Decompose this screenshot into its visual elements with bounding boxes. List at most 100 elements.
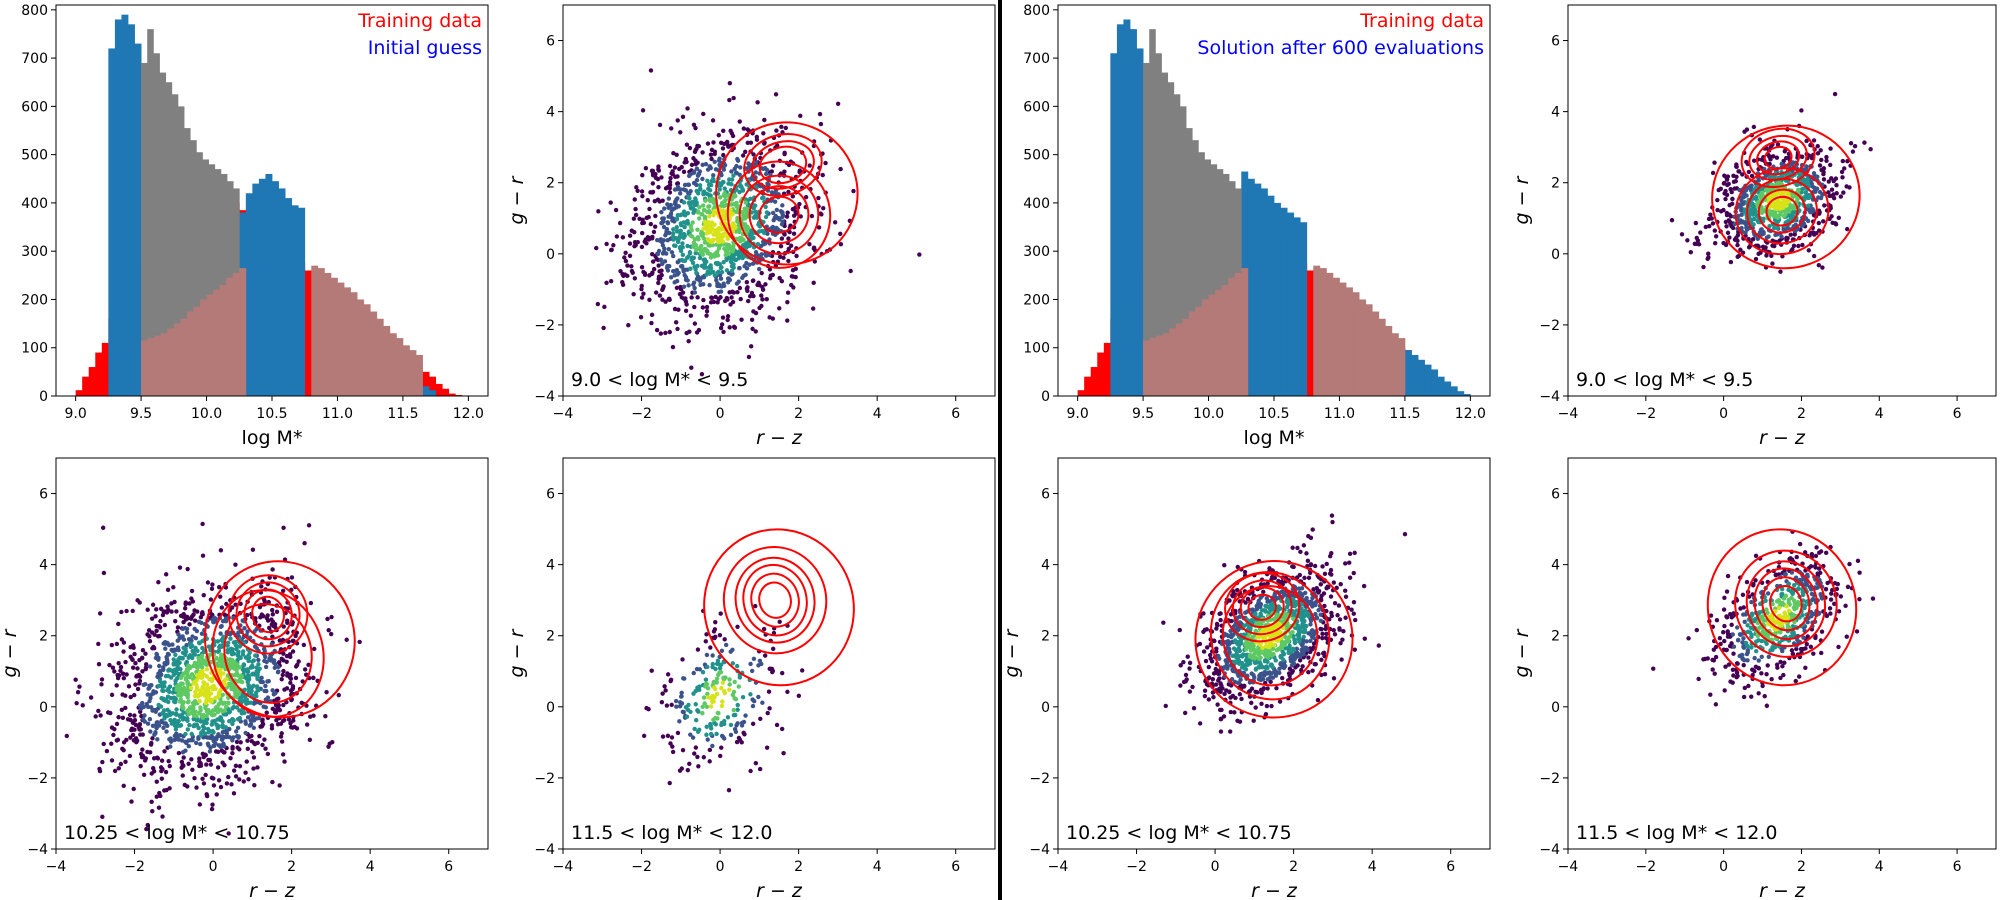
scatter-point	[161, 688, 166, 694]
scatter-point	[1838, 194, 1844, 199]
scatter-point	[663, 688, 668, 693]
contour-line	[758, 581, 792, 619]
scatter-point	[774, 207, 780, 213]
scatter-point	[678, 130, 683, 135]
y-axis-label: g − r	[1511, 175, 1533, 224]
y-tick-label: 500	[1023, 148, 1050, 164]
scatter-point	[109, 642, 115, 648]
scatter-point	[1298, 549, 1303, 555]
scatter-point	[786, 189, 791, 195]
scatter-point	[727, 97, 732, 103]
scatter-point	[1243, 600, 1248, 605]
scatter-point	[796, 693, 802, 698]
brown-bar	[396, 338, 404, 396]
scatter-point	[749, 290, 755, 296]
scatter-point	[679, 164, 684, 170]
scatter-point	[189, 588, 195, 594]
scatter-point	[130, 608, 135, 614]
scatter-point	[685, 106, 690, 111]
scatter-point	[713, 294, 718, 300]
scatter-point	[811, 280, 816, 285]
scatter-point	[714, 691, 720, 697]
scatter-point	[705, 686, 711, 691]
scatter-point	[140, 700, 145, 706]
scatter-point	[1218, 617, 1223, 623]
scatter-point	[700, 231, 706, 237]
scatter-point	[623, 258, 629, 264]
scatter-point	[245, 738, 250, 743]
scatter-point	[1351, 611, 1356, 616]
scatter-point	[308, 600, 314, 606]
scatter-point	[662, 206, 667, 211]
scatter-point	[173, 652, 178, 658]
scatter-point	[642, 271, 648, 276]
scatter-point	[727, 177, 732, 182]
scatter-point	[649, 668, 654, 673]
scatter-point	[695, 754, 700, 760]
scatter-point	[751, 152, 756, 157]
scatter-point	[687, 250, 693, 255]
brown-bar	[213, 289, 221, 396]
scatter-point	[653, 213, 658, 219]
scatter-point	[1239, 696, 1244, 702]
scatter-point	[181, 699, 186, 705]
scatter-point	[686, 182, 692, 188]
scatter-point	[698, 187, 703, 192]
scatter-point	[722, 690, 728, 696]
scatter-point	[632, 276, 638, 281]
scatter-point	[182, 782, 188, 788]
scatter-point	[124, 608, 129, 614]
legend-entry: Initial guess	[368, 37, 482, 59]
scatter-point	[772, 199, 778, 204]
scatter-point	[218, 631, 223, 636]
blue-bar	[1300, 222, 1308, 396]
scatter-point	[695, 263, 700, 269]
scatter-point	[325, 616, 330, 622]
scatter-point	[204, 667, 210, 672]
scatter-point	[1306, 575, 1312, 581]
y-tick-label: 200	[21, 292, 48, 308]
scatter-point	[167, 786, 172, 791]
scatter-point	[721, 152, 726, 158]
scatter-point	[667, 186, 672, 191]
scatter-point	[1744, 193, 1749, 198]
scatter-point	[227, 718, 232, 724]
scatter-point	[160, 667, 166, 673]
brown-bar	[337, 282, 345, 396]
training-bar	[304, 270, 312, 396]
brown-bar	[1241, 268, 1249, 396]
gray-bar	[153, 53, 160, 396]
blue-bar	[1293, 217, 1301, 396]
scatter-point	[679, 766, 684, 771]
scatter-point	[731, 173, 736, 178]
brown-bar	[1221, 284, 1229, 396]
scatter-point	[1764, 253, 1769, 258]
scatter-point	[700, 669, 706, 675]
scatter-point	[659, 209, 664, 215]
scatter-point	[694, 177, 700, 183]
scatter-point	[1304, 551, 1309, 556]
gray-bar	[159, 72, 167, 396]
scatter-point	[735, 158, 741, 163]
scatter-point	[667, 182, 673, 188]
scatter-point	[97, 766, 102, 772]
scatter-point	[1177, 627, 1182, 633]
brown-bar	[344, 287, 351, 396]
scatter-point	[770, 210, 776, 216]
scatter-point	[734, 663, 740, 669]
scatter-point	[764, 745, 770, 750]
scatter-point	[185, 692, 191, 697]
scatter-point	[640, 108, 646, 113]
scatter-point	[1253, 705, 1258, 710]
scatter-point	[180, 681, 185, 686]
scatter-point	[703, 639, 709, 644]
scatter-point	[1712, 241, 1718, 246]
scatter-point	[1761, 216, 1766, 222]
scatter-point	[735, 702, 740, 708]
y-tick-label: 0	[1041, 389, 1050, 405]
x-axis-label: log M*	[242, 427, 303, 449]
scatter-point	[681, 169, 687, 175]
y-tick-label: 500	[21, 148, 48, 164]
scatter-point	[715, 710, 721, 716]
scatter-point	[1290, 545, 1295, 550]
